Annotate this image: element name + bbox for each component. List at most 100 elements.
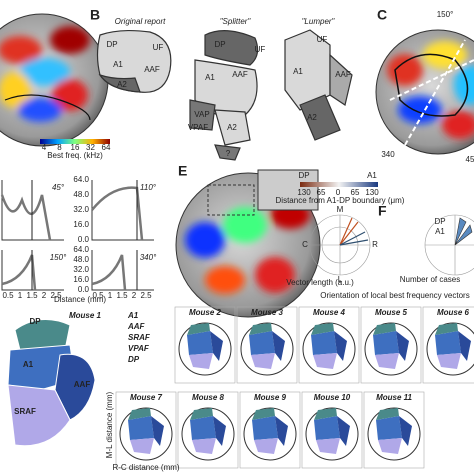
label: 1.5 <box>116 291 128 300</box>
area-a1 <box>373 331 399 355</box>
label: DP <box>128 355 140 364</box>
label: Mouse 9 <box>254 393 287 402</box>
label: DP <box>298 171 309 180</box>
label: SRAF <box>128 333 151 342</box>
label: AAF <box>335 70 351 79</box>
label: A1 <box>293 67 303 76</box>
area-aaf <box>151 416 164 446</box>
label: 2 <box>132 291 137 300</box>
label: E <box>178 163 187 179</box>
cell-frame <box>239 391 301 469</box>
area-a1 <box>376 416 402 440</box>
area-aaf <box>275 416 288 446</box>
area-a1 <box>187 331 213 355</box>
area-aaf <box>213 416 226 446</box>
label: Mouse 2 <box>189 308 222 317</box>
brain-map-c <box>375 29 474 155</box>
label: "Splitter" <box>220 17 252 26</box>
label: 16 <box>71 143 80 152</box>
area-a1 <box>190 416 216 440</box>
label: M <box>337 205 344 214</box>
label: C <box>377 7 387 23</box>
area-sraf <box>130 438 154 454</box>
label: VAP <box>194 110 209 119</box>
axis <box>91 180 154 241</box>
label: Mouse 8 <box>192 393 225 402</box>
label: VPAF <box>188 123 208 132</box>
cell-frame <box>174 306 236 384</box>
area-aaf <box>399 416 412 446</box>
label: Mouse 10 <box>314 393 351 402</box>
cell-frame <box>236 306 298 384</box>
label: AAF <box>74 380 91 389</box>
label: A2 <box>307 113 317 122</box>
label: SRAF <box>14 407 36 416</box>
label: 0.0 <box>78 235 90 244</box>
colorbar <box>40 139 110 144</box>
label: AAF <box>144 65 160 74</box>
label: 0.0 <box>78 285 90 294</box>
label: 64.0 <box>73 245 89 254</box>
mouse-maps <box>115 306 474 469</box>
label: UF <box>317 35 328 44</box>
label: Number of cases <box>400 275 460 284</box>
cell-frame <box>298 306 360 384</box>
area-a1 <box>249 331 275 355</box>
colorbar <box>300 182 378 187</box>
area-a1 <box>311 331 337 355</box>
label: 1.5 <box>26 291 38 300</box>
label: 32.0 <box>73 205 89 214</box>
label: 8 <box>57 143 62 152</box>
area-sraf <box>316 438 340 454</box>
label: 2.5 <box>140 291 152 300</box>
area-a1 <box>128 416 154 440</box>
area-a1 <box>252 416 278 440</box>
label: 130 <box>297 188 311 197</box>
label: Distance from A1-DP boundary (μm) <box>276 196 405 205</box>
area-a1 <box>435 331 461 355</box>
area-aaf <box>210 331 223 361</box>
label: Orientation of local best frequency vect… <box>320 291 469 300</box>
label: A1 <box>205 73 215 82</box>
label: A1 <box>127 311 139 320</box>
label: A1 <box>367 171 377 180</box>
area-dp <box>249 323 272 335</box>
brain-map-a <box>0 13 109 147</box>
label: 64.0 <box>73 175 89 184</box>
label: UF <box>153 43 164 52</box>
label: Vector length (a.u.) <box>286 278 354 287</box>
label: 48.0 <box>73 190 89 199</box>
cell-frame <box>301 391 363 469</box>
label: DP <box>214 40 225 49</box>
label: Mouse 5 <box>375 308 408 317</box>
axis <box>1 250 64 291</box>
cell-frame <box>363 391 425 469</box>
area-dp <box>373 323 396 335</box>
label: 2 <box>42 291 47 300</box>
label: "Lumper" <box>302 17 336 26</box>
area-dp <box>376 408 399 420</box>
label: Distance (mm) <box>54 295 106 304</box>
label: 340 <box>381 150 395 159</box>
label: AAF <box>127 322 146 331</box>
label: 150° <box>50 253 67 262</box>
label: 64 <box>102 143 111 152</box>
cell-frame <box>360 306 422 384</box>
area-aaf <box>337 416 350 446</box>
area-dp <box>128 408 151 420</box>
area-dp <box>314 408 337 420</box>
area-sraf <box>189 353 213 369</box>
area-dp <box>252 408 275 420</box>
label: Mouse 4 <box>313 308 346 317</box>
label: 150° <box>437 10 454 19</box>
label: 0 <box>336 188 341 197</box>
area-aaf <box>272 331 285 361</box>
label: UF <box>255 45 266 54</box>
area-aaf <box>458 331 471 361</box>
cell-frame <box>115 391 177 469</box>
polar-vectors <box>339 217 369 246</box>
label: A2 <box>227 123 237 132</box>
label: 45 <box>466 155 474 164</box>
label: 2.5 <box>50 291 62 300</box>
label: A1 <box>113 60 123 69</box>
